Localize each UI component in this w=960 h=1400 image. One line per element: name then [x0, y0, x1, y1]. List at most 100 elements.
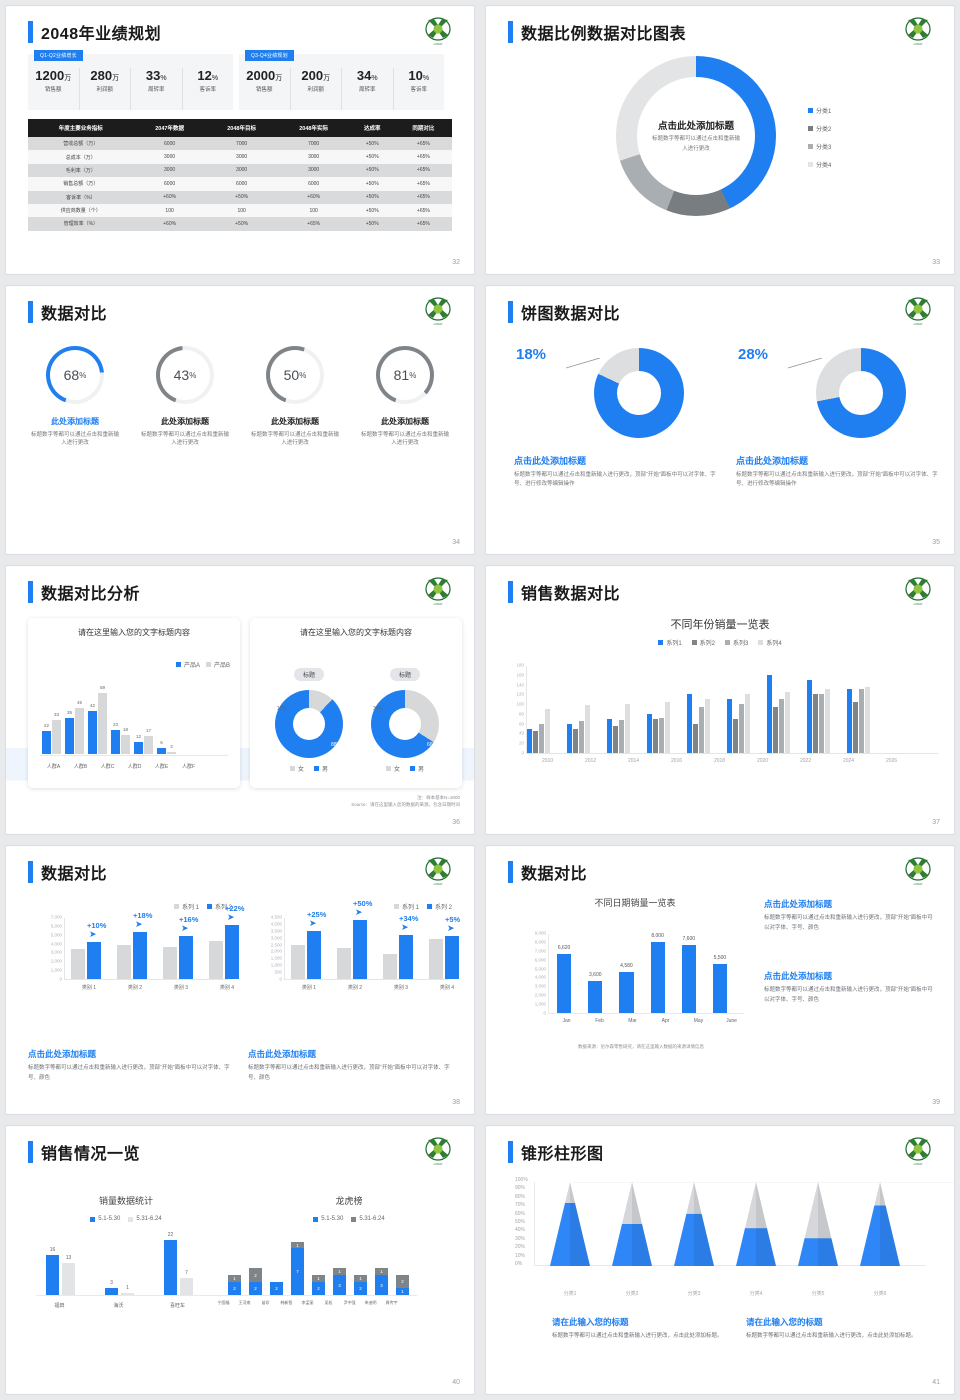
legend-item: 产品B: [205, 660, 230, 669]
table-cell: +60%: [277, 190, 350, 204]
growth-arrow-icon: ➤: [181, 923, 189, 934]
kpi-label: 销售额: [44, 87, 62, 93]
bar-series-a: 42: [88, 703, 97, 754]
x-axis-tick: 分类3: [687, 1291, 701, 1297]
y-axis-tick: 6,000: [534, 957, 546, 963]
company-logo-icon: LOGO: [905, 297, 931, 326]
panel-title: 请在这里输入您的文字标题内容: [300, 628, 412, 637]
bar-series-1: [117, 945, 131, 979]
x-axis-tick: 类别 3: [393, 985, 409, 991]
table-cell: +50%: [349, 190, 395, 204]
table-row: 客诉率（%） +60% +50% +60% +50% +65%: [28, 190, 452, 204]
growth-arrow-icon: ➤: [447, 922, 455, 933]
chart-legend: 产品A 产品B: [175, 660, 230, 669]
y-axis-tick: 7,000: [534, 948, 546, 954]
slide-39: 数据对比 LOGO 39 不同日期销量一览表 0 1,000 2,000 3,000 4…: [486, 846, 954, 1114]
bar: [859, 689, 864, 753]
stacked-bar: 1 3: [333, 1268, 346, 1295]
company-logo-icon: LOGO: [425, 1137, 451, 1166]
slide-header: 2048年业绩规划: [28, 20, 161, 44]
y-axis-tick: 70%: [515, 1202, 526, 1209]
chart-footnote: 注：样本基本N=3000 Source：请在这里输入您的数据的来源，包含日期时间: [351, 794, 460, 808]
table-cell: +50%: [349, 163, 395, 178]
title-accent-bar: [508, 581, 513, 603]
caption-heading: 点击此处添加标题: [764, 899, 833, 909]
chart-legend: 分类1 分类2 分类3 分类4: [808, 106, 831, 178]
footnote-source: Source：请在这里输入您的数据的来源，包含日期时间: [351, 802, 460, 808]
table-cell: +50%: [205, 190, 278, 204]
bar: [813, 694, 818, 753]
x-axis-tick: 2018: [713, 758, 726, 764]
bar: 8,000: [650, 933, 665, 1013]
title-accent-bar: [28, 301, 33, 323]
stacked-bar: 1 2: [354, 1275, 367, 1295]
y-axis-tick: 4,000: [534, 974, 546, 980]
legend-swatch-icon: [808, 162, 813, 167]
stack-segment-bottom: 2: [312, 1281, 325, 1295]
table-cell: +65%: [394, 217, 452, 231]
table-cell: +50%: [205, 217, 278, 231]
chart-caption: 点击此处添加标题 标题数字等都可以通过点击和重新输入进行更改，顶部“开始”面板中…: [248, 1048, 458, 1084]
table-row: 供应商数量（个） 100 100 100 +50% +65%: [28, 203, 452, 218]
legend-swatch-icon: [173, 904, 179, 909]
y-axis-tick: 0: [59, 976, 62, 982]
cone-bar: [736, 1182, 776, 1266]
donut-slice-label: 34%: [373, 706, 384, 712]
left-chart-panel: 请在这里输入您的文字标题内容 产品A 产品B 22 33 35 45 42 59…: [28, 618, 240, 788]
chart-block: 系列 1 系列 2 0 500 1,000 1,500 2,000 2,500 3,000 3,…: [252, 899, 461, 1042]
bar: 5,500: [712, 955, 728, 1013]
table-cell: +50%: [349, 217, 395, 231]
legend-item: 系列 1: [173, 902, 199, 911]
gauge-value: 68%: [50, 350, 100, 400]
bar: [659, 717, 664, 753]
legend-swatch-icon: [206, 904, 212, 909]
kpi-tag: Q1-Q2业绩增长: [34, 50, 83, 61]
table-cell: +65%: [394, 150, 452, 164]
legend-item: 分类3: [808, 142, 831, 151]
y-axis-tick: 30%: [515, 1235, 526, 1242]
gauge-heading: 此处添加标题: [381, 417, 429, 426]
caption-desc: 标题数字等都可以通过点击和重新输入进行更改，点击此处添加标题。: [746, 1333, 917, 1339]
bar: [579, 721, 584, 753]
table-cell: +50%: [349, 177, 395, 191]
chart-legend: 系列 1 系列 2: [32, 902, 232, 911]
legend-item: 产品A: [175, 660, 200, 669]
table-cell: 3000: [133, 150, 206, 164]
legend-swatch-icon: [351, 1216, 357, 1222]
growth-annotation: +50%: [353, 899, 373, 909]
bar: [745, 694, 750, 753]
y-axis-tick: 40%: [515, 1227, 526, 1234]
leader-line-icon: [788, 358, 823, 369]
slide-32: 2048年业绩规划 LOGO 32 Q1-Q2业绩增长 1200万 销售额 28…: [6, 6, 474, 274]
bar-group: [163, 936, 193, 979]
table-cell: +50%: [349, 137, 395, 151]
chart-title: 销量数据统计: [98, 1196, 153, 1206]
gauge-heading: 此处添加标题: [161, 417, 209, 426]
x-axis-tick: 分类2: [625, 1291, 639, 1297]
table-header-row: 年度主要业务指标 2047年数据 2048年目标 2048年实际 达成率 同期对比: [28, 119, 452, 137]
x-axis-row: 类别 1 类别 2 类别 3 类别 4: [66, 984, 250, 991]
gauge-value: 43%: [160, 350, 210, 400]
kpi-value: 10%: [408, 68, 430, 83]
bar-value-label: 5,500: [713, 955, 727, 962]
slide-header: 数据对比: [28, 300, 107, 324]
right-chart-panel: 请在这里输入您的文字标题内容 标题 12% 88% 女 男 标题 34% 66%…: [250, 618, 462, 788]
stacked-bar: 1 3: [375, 1268, 388, 1295]
table-cell: +65%: [394, 203, 452, 218]
stack-segment-top: 1: [354, 1275, 367, 1282]
table-cell: +65%: [277, 217, 350, 231]
bar: [573, 728, 578, 753]
gauge-heading: 此处添加标题: [51, 417, 99, 426]
y-axis-tick: 80%: [515, 1193, 526, 1200]
bar: [807, 679, 812, 753]
legend-swatch-icon: [725, 640, 730, 645]
bar-value-label: 4,580: [620, 963, 633, 970]
bar-group: 22 7: [164, 1232, 193, 1295]
x-axis-tick: 福田: [54, 1303, 65, 1309]
y-axis-tick: 10%: [515, 1252, 526, 1259]
x-axis-tick: 2022: [799, 758, 812, 764]
bar-category-label: 人群A: [46, 764, 61, 770]
stacked-bar: 2 1: [396, 1275, 409, 1295]
kpi-label: 利润额: [96, 87, 113, 93]
stack-segment-top: 2: [249, 1268, 262, 1282]
